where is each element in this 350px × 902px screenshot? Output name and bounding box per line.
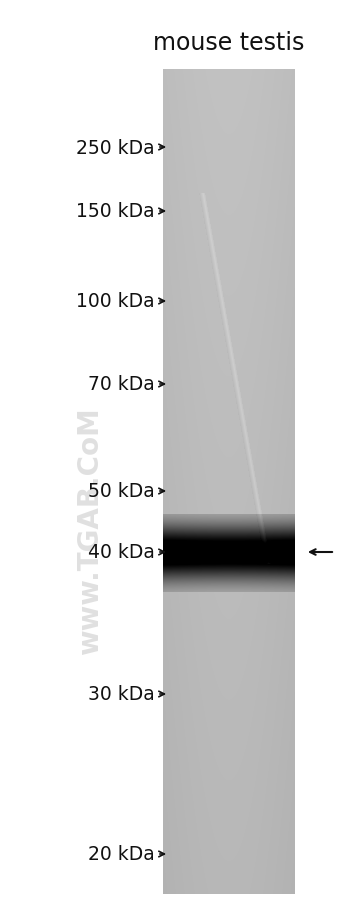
Text: 250 kDa: 250 kDa — [76, 138, 155, 157]
Text: 30 kDa: 30 kDa — [88, 685, 155, 704]
Text: 50 kDa: 50 kDa — [88, 482, 155, 501]
Text: 70 kDa: 70 kDa — [88, 375, 155, 394]
Text: 100 kDa: 100 kDa — [76, 292, 155, 311]
Text: 150 kDa: 150 kDa — [76, 202, 155, 221]
Text: 40 kDa: 40 kDa — [88, 543, 155, 562]
Text: 20 kDa: 20 kDa — [88, 844, 155, 863]
Text: www.TGAB.CoM: www.TGAB.CoM — [76, 407, 104, 655]
Text: mouse testis: mouse testis — [153, 31, 305, 55]
